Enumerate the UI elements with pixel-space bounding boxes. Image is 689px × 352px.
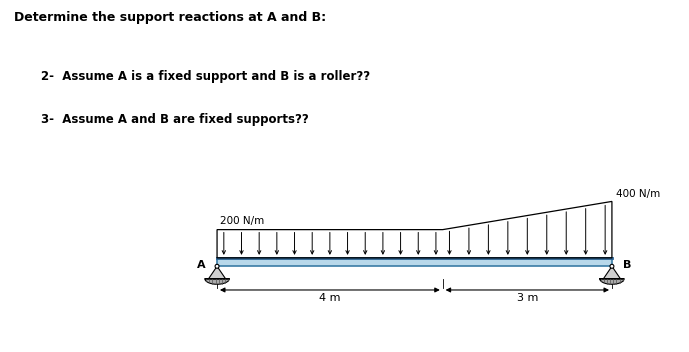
Circle shape xyxy=(215,264,219,268)
Text: 3-  Assume A and B are fixed supports??: 3- Assume A and B are fixed supports?? xyxy=(41,113,309,126)
Polygon shape xyxy=(604,266,620,279)
Polygon shape xyxy=(599,279,624,284)
Text: 200 N/m: 200 N/m xyxy=(220,216,264,226)
Text: 3 m: 3 m xyxy=(517,293,538,303)
Text: B: B xyxy=(623,260,631,270)
Text: 2-  Assume A is a fixed support and B is a roller??: 2- Assume A is a fixed support and B is … xyxy=(41,70,371,83)
Text: 4 m: 4 m xyxy=(319,293,340,303)
Polygon shape xyxy=(209,266,225,279)
Text: Determine the support reactions at A and B:: Determine the support reactions at A and… xyxy=(14,11,326,24)
Polygon shape xyxy=(217,258,612,266)
Polygon shape xyxy=(205,279,229,284)
Text: 400 N/m: 400 N/m xyxy=(617,189,661,199)
Circle shape xyxy=(610,264,614,268)
Text: A: A xyxy=(197,260,206,270)
